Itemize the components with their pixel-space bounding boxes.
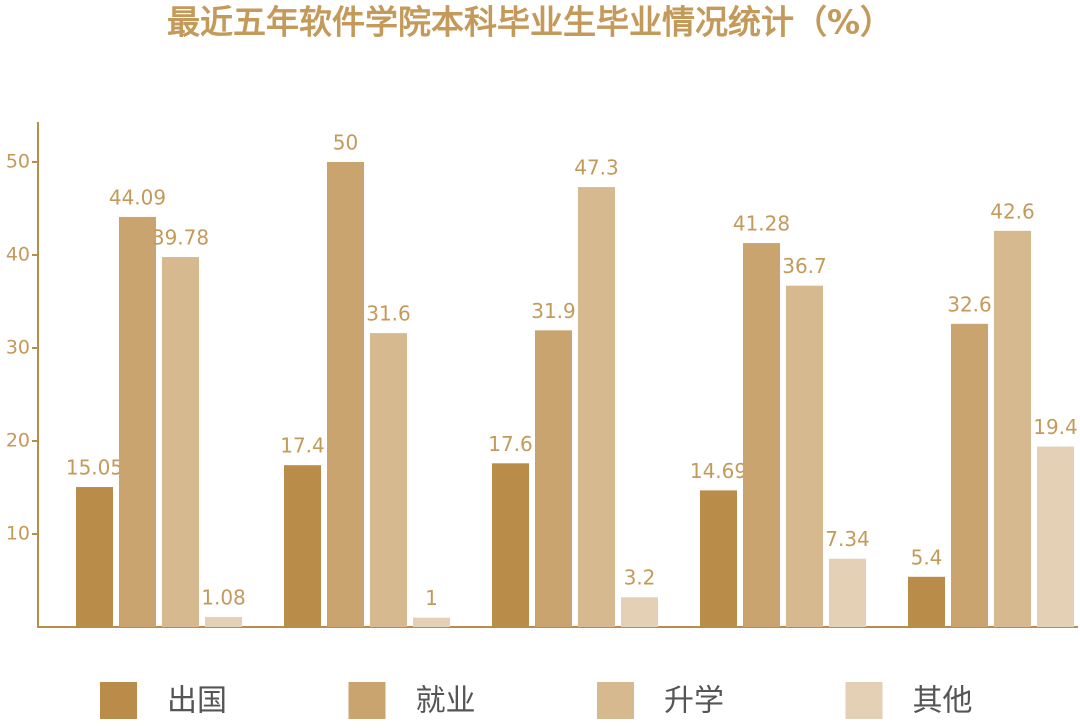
bar xyxy=(578,187,615,627)
bar xyxy=(743,243,780,628)
bar xyxy=(284,465,321,627)
bar xyxy=(205,616,242,627)
value-label: 17.4 xyxy=(280,434,325,458)
bar xyxy=(951,323,988,627)
value-label: 41.28 xyxy=(733,212,790,236)
bar xyxy=(413,617,450,627)
bar xyxy=(994,230,1031,628)
value-label: 5.4 xyxy=(911,545,943,569)
legend-label: 就业 xyxy=(416,684,476,719)
y-tick-label: 30 xyxy=(6,336,30,358)
y-tick-label: 50 xyxy=(6,150,30,172)
legend-label: 升学 xyxy=(664,684,724,719)
value-label: 32.6 xyxy=(947,292,992,316)
bar xyxy=(700,490,737,627)
bar xyxy=(327,161,364,628)
value-label: 47.3 xyxy=(574,156,619,180)
value-label: 7.34 xyxy=(825,527,870,551)
legend-label: 出国 xyxy=(167,684,227,719)
bar xyxy=(829,558,866,627)
y-tick-label: 40 xyxy=(6,243,30,265)
y-tick-label: 20 xyxy=(6,429,30,451)
value-label: 31.9 xyxy=(531,299,576,323)
bar xyxy=(1037,446,1074,627)
bar xyxy=(370,333,407,627)
value-label: 1 xyxy=(425,586,438,610)
value-label: 3.2 xyxy=(624,566,656,590)
bar xyxy=(535,330,572,627)
value-label: 19.4 xyxy=(1033,415,1078,439)
legend-swatch xyxy=(100,682,137,719)
value-label: 15.05 xyxy=(66,456,123,480)
value-label: 36.7 xyxy=(782,254,827,278)
bar xyxy=(908,576,945,627)
legend-label: 其他 xyxy=(913,684,973,719)
y-tick-label: 10 xyxy=(6,522,30,544)
bar xyxy=(492,463,529,627)
value-label: 42.6 xyxy=(990,199,1035,223)
legend-swatch xyxy=(597,682,634,719)
value-label: 39.78 xyxy=(152,226,209,250)
legend-swatch xyxy=(845,682,883,719)
value-label: 44.09 xyxy=(109,185,166,209)
legend-swatch xyxy=(348,682,386,719)
value-label: 1.08 xyxy=(201,585,246,609)
bar xyxy=(162,257,199,627)
bar xyxy=(786,285,823,627)
value-label: 50 xyxy=(333,130,358,154)
chart-title: 最近五年软件学院本科毕业生毕业情况统计（%） xyxy=(167,3,893,42)
value-label: 31.6 xyxy=(366,302,411,326)
value-label: 17.6 xyxy=(488,432,533,456)
bar xyxy=(119,216,156,627)
bar xyxy=(621,597,658,627)
value-label: 14.69 xyxy=(690,459,747,483)
bar xyxy=(76,487,113,627)
